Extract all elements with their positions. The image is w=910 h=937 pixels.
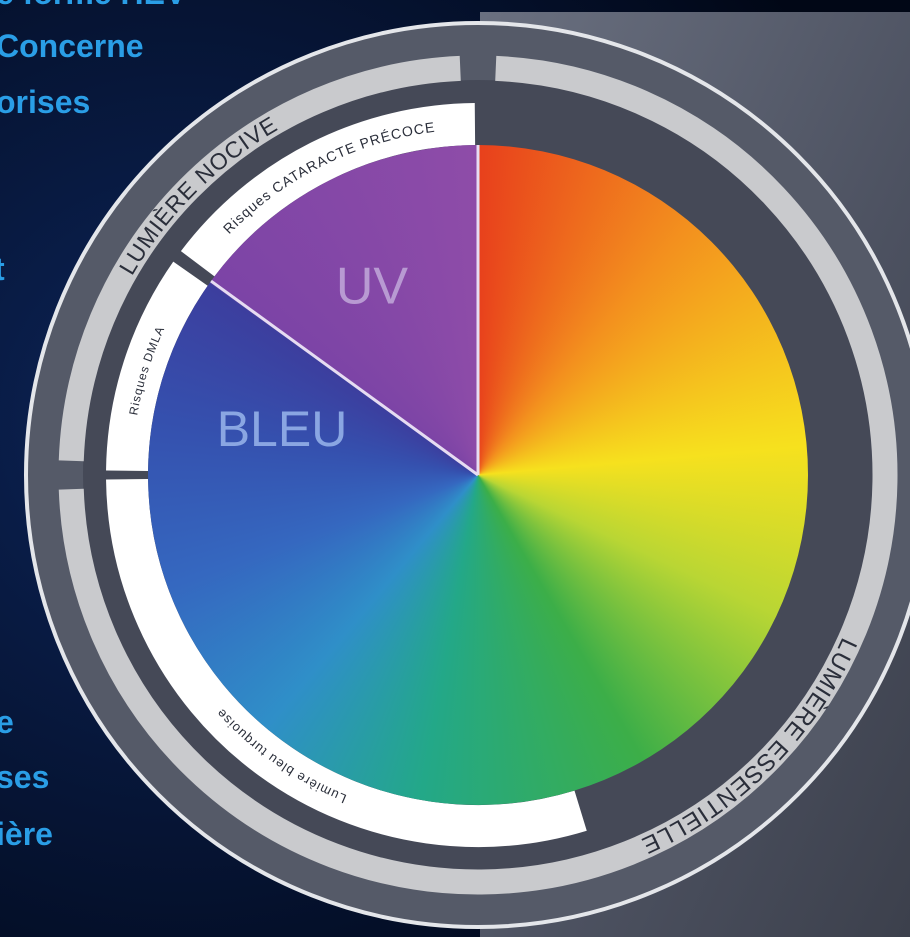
left-line: t	[0, 251, 5, 287]
infographic: e forme HEV Concerne orises t e ses ière…	[0, 0, 910, 937]
left-line: orises	[0, 84, 90, 120]
left-line: ière	[0, 816, 53, 852]
left-line: Concerne	[0, 28, 144, 64]
left-line: e forme HEV	[0, 0, 187, 11]
sector-label: UV	[336, 258, 409, 316]
page: e forme HEV Concerne orises t e ses ière…	[0, 0, 910, 937]
left-line: e	[0, 704, 14, 740]
left-line: ses	[0, 759, 49, 795]
sector-label: BLEU	[217, 401, 348, 457]
